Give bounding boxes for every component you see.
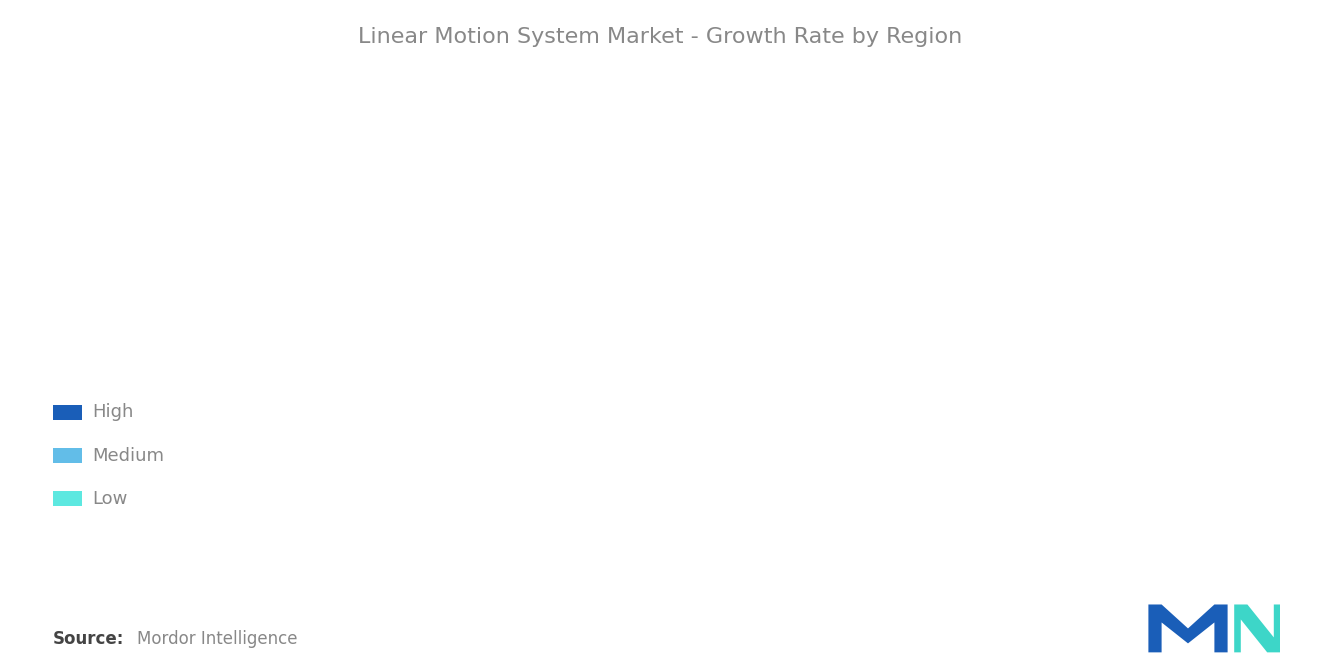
Polygon shape bbox=[1234, 604, 1280, 652]
Polygon shape bbox=[1148, 604, 1228, 652]
Text: Source:: Source: bbox=[53, 630, 124, 648]
Text: High: High bbox=[92, 403, 133, 422]
Text: Medium: Medium bbox=[92, 446, 164, 465]
Text: Mordor Intelligence: Mordor Intelligence bbox=[137, 630, 298, 648]
Text: Low: Low bbox=[92, 489, 128, 508]
Text: Linear Motion System Market - Growth Rate by Region: Linear Motion System Market - Growth Rat… bbox=[358, 27, 962, 47]
